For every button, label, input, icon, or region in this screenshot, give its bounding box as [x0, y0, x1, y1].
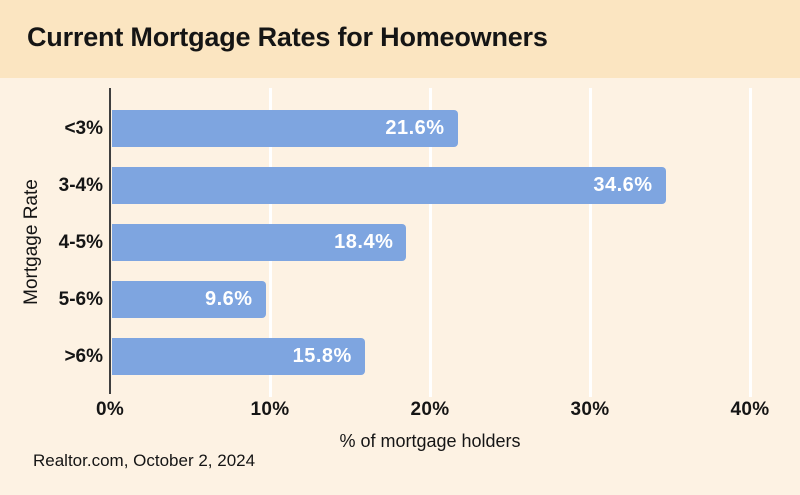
x-tick-label: 0%: [95, 399, 125, 420]
bar->6%: [112, 338, 365, 375]
x-tick-label: 20%: [410, 399, 450, 420]
chart-title: Current Mortgage Rates for Homeowners: [27, 22, 548, 52]
title-bar: [0, 0, 800, 78]
bar-3-4%: [112, 167, 666, 204]
x-axis-title: % of mortgage holders: [339, 431, 521, 451]
bar-value-label: 34.6%: [593, 174, 653, 196]
gridline-40%: [748, 88, 752, 397]
x-tick-label: 10%: [250, 399, 290, 420]
gridline-20%: [428, 88, 432, 397]
source-note: Realtor.com, October 2, 2024: [33, 451, 256, 470]
x-tick-label: 40%: [730, 399, 770, 420]
x-tick-label: 30%: [570, 399, 610, 420]
category-label: >6%: [64, 346, 103, 367]
y-axis-title: Mortgage Rate: [21, 179, 42, 305]
category-label: 3-4%: [58, 175, 103, 196]
bar-value-label: 21.6%: [385, 117, 445, 139]
category-label: 5-6%: [58, 289, 103, 310]
bar-value-label: 15.8%: [292, 345, 352, 367]
y-axis-baseline: [109, 88, 111, 394]
bar-<3%: [112, 110, 458, 147]
bar-value-label: 18.4%: [334, 231, 394, 253]
category-label: <3%: [64, 118, 103, 139]
bar-value-label: 9.6%: [205, 288, 253, 310]
bar-5-6%: [112, 281, 266, 318]
category-label: 4-5%: [58, 232, 103, 253]
gridline-30%: [588, 88, 592, 397]
bar-4-5%: [112, 224, 407, 261]
